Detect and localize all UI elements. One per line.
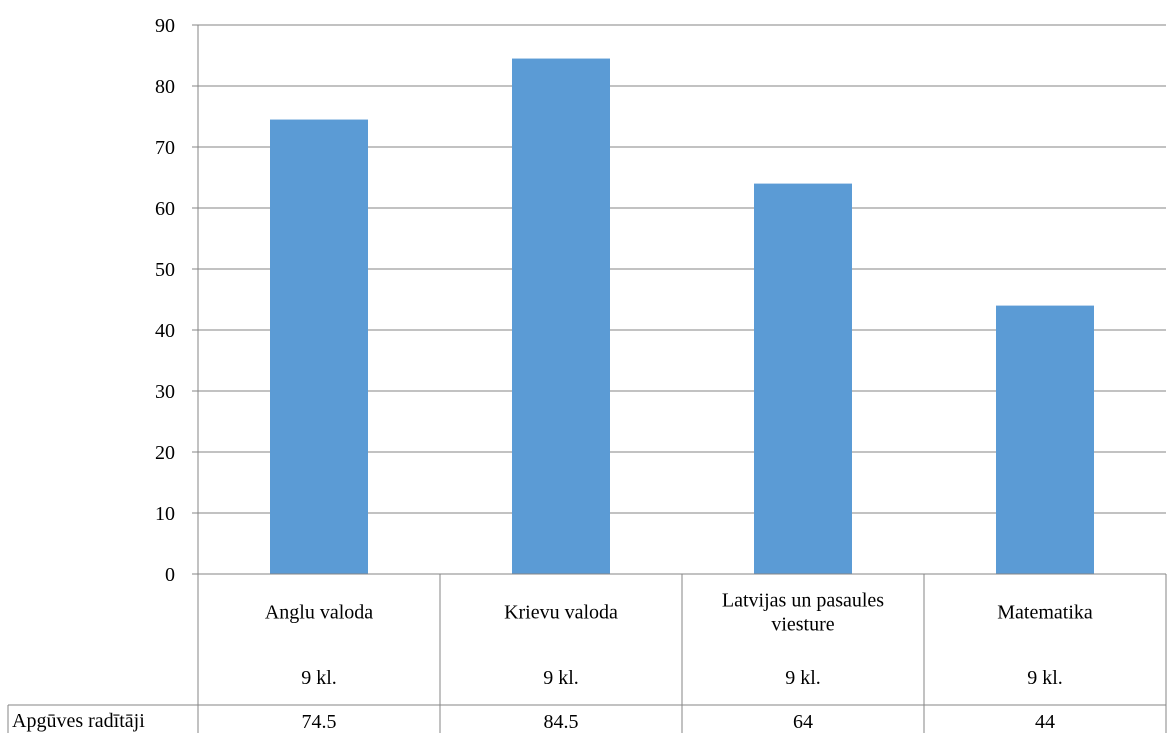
series-label: Apgūves radītāji (12, 710, 145, 732)
category-label: Krievu valoda (504, 602, 618, 624)
bar-3 (754, 183, 852, 574)
data-table: Anglu valoda Krievu valoda Latvijas un pas… (7, 573, 1167, 733)
category-label: Latvijas un pasaules (722, 590, 884, 612)
data-value-label: 74.5 (302, 711, 337, 733)
data-value-label: 44 (1035, 711, 1055, 733)
group-label: 9 kl. (543, 667, 579, 689)
y-tick-label: 20 (155, 442, 175, 464)
category-label: Matematika (997, 602, 1093, 624)
data-value-label: 64 (793, 711, 813, 733)
y-tick-label: 0 (165, 564, 175, 586)
y-tick-label: 40 (155, 320, 175, 342)
group-label: 9 kl. (301, 667, 337, 689)
y-tick-label: 30 (155, 381, 175, 403)
bar-4 (996, 305, 1094, 574)
group-label: 9 kl. (785, 667, 821, 689)
bars (270, 58, 1094, 575)
category-label: viesture (771, 614, 834, 636)
bar-1 (270, 119, 368, 575)
y-tick-label: 60 (155, 198, 175, 220)
category-label: Anglu valoda (265, 602, 373, 624)
y-tick-label: 80 (155, 76, 175, 98)
y-tick-label: 50 (155, 259, 175, 281)
data-value-label: 84.5 (544, 711, 579, 733)
y-tick-label: 90 (155, 15, 175, 37)
y-tick-label: 10 (155, 503, 175, 525)
y-axis-ticks: 0 10 20 30 40 50 60 70 80 90 (155, 15, 199, 586)
y-tick-label: 70 (155, 137, 175, 159)
bar-2 (512, 58, 610, 575)
group-label: 9 kl. (1027, 667, 1063, 689)
